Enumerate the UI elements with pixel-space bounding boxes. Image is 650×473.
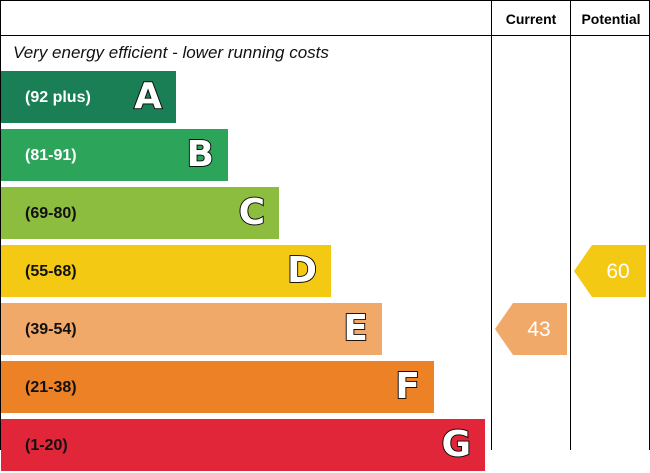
band-range-label: (39-54) <box>25 321 77 338</box>
current-marker-arrow <box>495 303 567 355</box>
band-letter: A <box>133 75 163 118</box>
rating-band-g: (1-20) G <box>1 419 485 471</box>
current-column-header: Current <box>505 11 557 27</box>
potential-marker-shape <box>574 245 646 297</box>
band-letter: D <box>286 249 318 292</box>
band-range-label: (21-38) <box>25 379 77 396</box>
rating-band-d: (55-68) D <box>1 245 331 297</box>
current-rating-marker: 43 <box>495 303 567 355</box>
band-range-label: (92 plus) <box>25 89 91 106</box>
potential-rating-marker: 60 <box>574 245 646 297</box>
rating-band-e: (39-54) E <box>1 303 382 355</box>
band-letter: G <box>441 423 472 466</box>
potential-column-header: Potential <box>581 11 641 27</box>
band-letter: C <box>238 191 266 234</box>
column-divider-potential <box>570 1 571 450</box>
column-divider-current <box>491 1 492 450</box>
band-range-label: (81-91) <box>25 147 77 164</box>
band-letter: B <box>186 133 215 176</box>
band-letter: F <box>395 365 421 408</box>
rating-band-f: (21-38) F <box>1 361 434 413</box>
header-divider <box>1 35 649 36</box>
current-marker-shape <box>495 303 567 355</box>
potential-marker-arrow <box>574 245 646 297</box>
efficiency-note: Very energy efficient - lower running co… <box>13 43 329 62</box>
band-range-label: (1-20) <box>25 437 68 454</box>
rating-band-a: (92 plus) A <box>1 71 176 123</box>
band-range-label: (55-68) <box>25 263 77 280</box>
band-letter: E <box>343 307 369 350</box>
potential-rating-value: 60 <box>606 260 630 283</box>
rating-band-b: (81-91) B <box>1 129 228 181</box>
band-range-label: (69-80) <box>25 205 77 222</box>
current-rating-value: 43 <box>527 318 551 341</box>
rating-band-c: (69-80) C <box>1 187 279 239</box>
